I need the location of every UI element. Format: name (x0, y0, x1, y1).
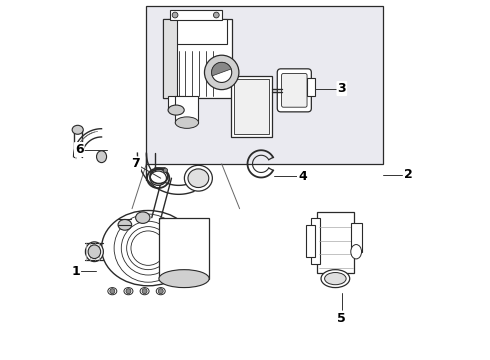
Bar (311, 218, 320, 264)
Bar (317, 212, 354, 273)
Bar (175, 96, 198, 123)
Bar (306, 225, 315, 257)
Bar (234, 79, 269, 134)
Circle shape (110, 289, 115, 294)
Ellipse shape (124, 288, 133, 295)
Ellipse shape (140, 288, 149, 295)
Ellipse shape (97, 151, 107, 163)
Ellipse shape (136, 212, 150, 224)
Ellipse shape (175, 117, 198, 129)
Bar (170, 10, 221, 21)
Bar (168, 96, 184, 110)
Circle shape (172, 12, 178, 18)
Bar (159, 218, 209, 279)
Text: 7: 7 (131, 157, 140, 170)
Bar (147, 6, 383, 164)
Ellipse shape (72, 125, 83, 134)
Text: 2: 2 (404, 168, 413, 181)
Ellipse shape (150, 171, 167, 185)
Text: 4: 4 (298, 170, 307, 183)
Ellipse shape (85, 242, 103, 262)
Bar (163, 19, 232, 98)
Circle shape (204, 55, 239, 90)
Circle shape (126, 289, 131, 294)
Ellipse shape (168, 105, 184, 115)
Circle shape (158, 289, 163, 294)
Ellipse shape (88, 245, 100, 258)
Ellipse shape (101, 211, 195, 286)
FancyBboxPatch shape (277, 69, 311, 112)
Wedge shape (212, 62, 231, 76)
Bar (163, 19, 177, 98)
Bar (351, 223, 362, 252)
Circle shape (142, 289, 147, 294)
Bar (168, 19, 227, 44)
Circle shape (212, 62, 232, 82)
Ellipse shape (184, 165, 212, 191)
Ellipse shape (156, 288, 165, 295)
Bar (231, 76, 272, 137)
Ellipse shape (108, 288, 117, 295)
FancyBboxPatch shape (282, 73, 307, 107)
Text: 5: 5 (338, 311, 346, 325)
Text: 1: 1 (72, 265, 80, 278)
Circle shape (163, 168, 168, 172)
Text: 6: 6 (75, 143, 84, 156)
Ellipse shape (351, 244, 362, 259)
Bar (307, 78, 315, 96)
Text: 3: 3 (338, 82, 346, 95)
Ellipse shape (324, 273, 346, 285)
Circle shape (214, 12, 219, 18)
Ellipse shape (159, 270, 209, 288)
Ellipse shape (188, 169, 209, 188)
Ellipse shape (118, 220, 132, 230)
Ellipse shape (321, 270, 350, 288)
